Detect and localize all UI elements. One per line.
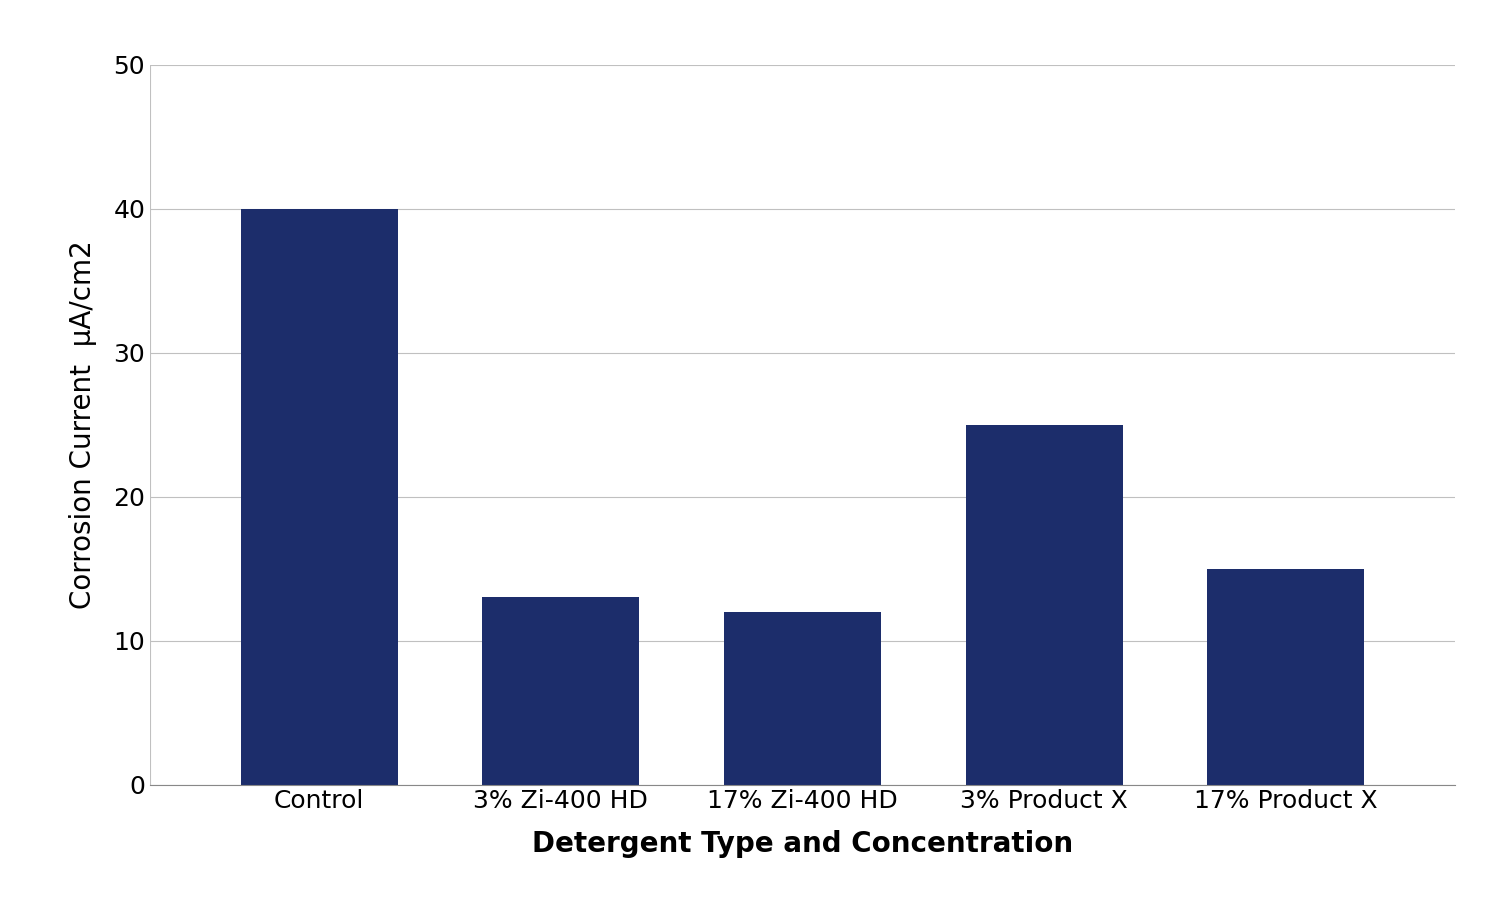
Y-axis label: Corrosion Current  μA/cm2: Corrosion Current μA/cm2 <box>69 240 96 609</box>
Bar <box>240 209 398 785</box>
Bar <box>483 597 639 785</box>
Bar <box>724 612 880 785</box>
X-axis label: Detergent Type and Concentration: Detergent Type and Concentration <box>532 830 1072 858</box>
Bar <box>966 425 1122 785</box>
Bar <box>1208 569 1365 785</box>
